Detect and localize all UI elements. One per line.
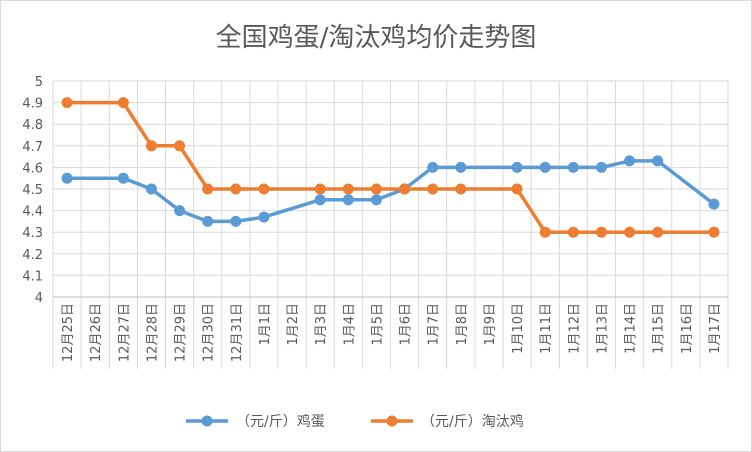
x-tick-label: 12月28日 bbox=[145, 303, 160, 362]
y-tick-label: 4.7 bbox=[22, 140, 43, 155]
data-point bbox=[539, 161, 551, 173]
axes: 4 4.1 4.2 4.3 4.4 4.5 4.6 4.7 4.8 4.9 5 12月25日 12月26… bbox=[22, 75, 728, 362]
data-point bbox=[370, 183, 382, 195]
data-point bbox=[342, 183, 354, 195]
x-tick-label: 1月13日 bbox=[595, 303, 610, 354]
y-tick-label: 4.4 bbox=[22, 205, 43, 220]
y-tick-label: 4.2 bbox=[22, 248, 43, 263]
data-point bbox=[370, 194, 382, 206]
data-point bbox=[61, 172, 73, 184]
x-tick-label: 1月9日 bbox=[483, 303, 498, 346]
data-point bbox=[624, 155, 636, 167]
x-tick-label: 1月1日 bbox=[258, 303, 273, 346]
data-point bbox=[174, 140, 186, 152]
x-tick-label: 12月29日 bbox=[174, 303, 189, 362]
data-point bbox=[230, 183, 242, 195]
data-point bbox=[202, 183, 214, 195]
x-tick-label: 1月15日 bbox=[652, 303, 667, 354]
data-point bbox=[314, 183, 326, 195]
data-point bbox=[567, 226, 579, 238]
x-tick-label: 1月10日 bbox=[511, 303, 526, 354]
legend-label: （元/斤）鸡蛋 bbox=[236, 413, 325, 430]
x-tick-label: 1月2日 bbox=[286, 303, 301, 346]
x-tick-label: 12月25日 bbox=[61, 303, 76, 362]
legend-label: （元/斤）淘汰鸡 bbox=[421, 413, 524, 430]
chart-title: 全国鸡蛋/淘汰鸡均价走势图 bbox=[216, 23, 537, 53]
data-point bbox=[511, 183, 523, 195]
data-point bbox=[145, 140, 157, 152]
x-tick-label: 12月27日 bbox=[117, 303, 132, 362]
y-tick-label: 4 bbox=[35, 291, 43, 306]
data-point bbox=[708, 198, 720, 210]
y-tick-label: 4.1 bbox=[22, 269, 43, 284]
data-point bbox=[511, 161, 523, 173]
x-tick-label: 12月31日 bbox=[230, 303, 245, 362]
y-tick-label: 4.6 bbox=[22, 161, 43, 176]
data-point bbox=[314, 194, 326, 206]
legend: （元/斤）鸡蛋 （元/斤）淘汰鸡 bbox=[186, 413, 524, 430]
x-tick-label: 1月16日 bbox=[680, 303, 695, 354]
x-tick-label: 12月30日 bbox=[202, 303, 217, 362]
x-tick-label: 1月3日 bbox=[314, 303, 329, 346]
data-point bbox=[427, 161, 439, 173]
x-tick-label: 1月17日 bbox=[708, 303, 723, 354]
data-point bbox=[595, 161, 607, 173]
data-point bbox=[567, 161, 579, 173]
x-tick-label: 1月5日 bbox=[370, 303, 385, 346]
data-point bbox=[117, 172, 129, 184]
data-point bbox=[202, 215, 214, 227]
data-point bbox=[595, 226, 607, 238]
x-tick-label: 1月14日 bbox=[624, 303, 639, 354]
data-point bbox=[399, 183, 411, 195]
y-tick-label: 4.8 bbox=[22, 118, 43, 133]
x-tick-label: 1月11日 bbox=[539, 303, 554, 354]
data-point bbox=[61, 97, 73, 109]
data-point bbox=[455, 183, 467, 195]
series-group bbox=[61, 97, 720, 238]
legend-swatch-marker bbox=[201, 415, 213, 427]
data-point bbox=[258, 211, 270, 223]
data-point bbox=[174, 205, 186, 217]
data-point bbox=[342, 194, 354, 206]
gridlines bbox=[52, 80, 729, 369]
x-tick-label: 1月7日 bbox=[427, 303, 442, 346]
y-tick-label: 4.5 bbox=[22, 183, 43, 198]
data-point bbox=[708, 226, 720, 238]
y-tick-label: 5 bbox=[35, 75, 43, 90]
data-point bbox=[117, 97, 129, 109]
data-point bbox=[258, 183, 270, 195]
legend-swatch-marker bbox=[386, 415, 398, 427]
data-point bbox=[539, 226, 551, 238]
data-point bbox=[652, 226, 664, 238]
x-tick-label: 1月8日 bbox=[455, 303, 470, 346]
x-tick-label: 12月26日 bbox=[89, 303, 104, 362]
x-tick-label: 1月12日 bbox=[567, 303, 582, 354]
y-tick-label: 4.9 bbox=[22, 97, 43, 112]
data-point bbox=[427, 183, 439, 195]
data-point bbox=[652, 155, 664, 167]
data-point bbox=[230, 215, 242, 227]
x-tick-label: 1月4日 bbox=[342, 303, 357, 346]
data-point bbox=[455, 161, 467, 173]
y-tick-label: 4.3 bbox=[22, 226, 43, 241]
x-tick-label: 1月6日 bbox=[399, 303, 414, 346]
data-point bbox=[624, 226, 636, 238]
data-point bbox=[145, 183, 157, 195]
